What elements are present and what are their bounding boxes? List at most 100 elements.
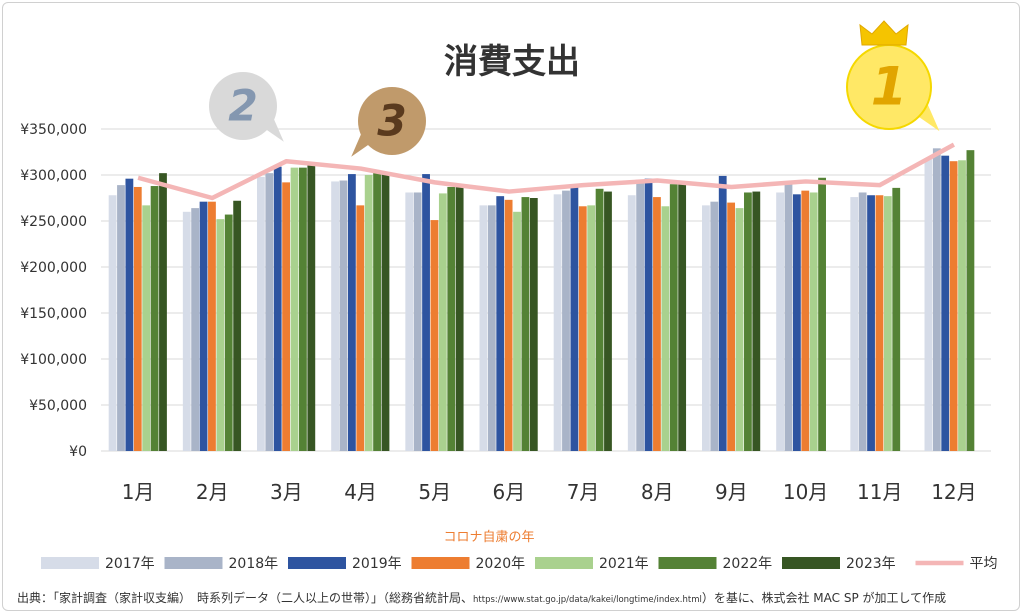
legend-label: 2021年 <box>599 556 649 572</box>
bar <box>867 195 875 451</box>
bar <box>636 181 645 451</box>
bar <box>290 167 299 451</box>
legend-item: 2023年 <box>782 556 896 572</box>
bar <box>587 205 596 451</box>
bar <box>653 197 661 451</box>
legend-item: 平均 <box>915 556 998 572</box>
bar <box>735 208 744 451</box>
bar <box>521 197 530 451</box>
bar <box>117 185 125 451</box>
y-tick-label: ¥0 <box>69 444 87 460</box>
x-tick-label: 3月 <box>270 480 303 504</box>
bar <box>447 186 456 451</box>
legend-swatch <box>164 557 223 569</box>
bar <box>883 196 892 451</box>
bar <box>265 173 274 451</box>
legend-item: 2020年 <box>411 556 526 572</box>
bar <box>553 194 562 451</box>
y-tick-label: ¥200,000 <box>20 260 87 276</box>
bar <box>307 163 316 452</box>
bar <box>455 186 464 451</box>
bar <box>809 192 818 452</box>
bar <box>513 211 521 451</box>
rank-badges: 1 2 3 <box>209 20 940 157</box>
rank-badge: 1 <box>846 20 940 132</box>
legend-label: 2023年 <box>846 556 896 572</box>
bar <box>182 211 191 451</box>
rank-badge: 3 <box>351 87 426 157</box>
bar <box>718 175 727 452</box>
source-note: 出典：「家計調査（家計収支編） 時系列データ（二人以上の世帯）」（総務省統計局、… <box>17 590 946 605</box>
x-tick-label: 1月 <box>122 480 155 504</box>
legend-item: 2018年 <box>164 556 278 572</box>
bar <box>282 182 291 452</box>
bar <box>504 199 513 451</box>
legend-swatch <box>535 557 593 569</box>
bar <box>644 178 653 451</box>
legend-item: 2017年 <box>41 556 155 572</box>
bar <box>331 181 339 451</box>
bar <box>949 161 958 451</box>
bar <box>125 178 134 451</box>
legend-swatch <box>658 557 717 569</box>
legend-label: 2017年 <box>105 556 155 572</box>
bar <box>257 176 265 451</box>
gridlines <box>101 128 991 452</box>
bar <box>191 208 200 451</box>
badge-number: 3 <box>377 97 407 146</box>
y-axis-ticks: ¥0 ¥50,000 ¥100,000 ¥150,000 ¥200,000 ¥250,00… <box>20 122 87 460</box>
average-series-line <box>137 142 955 201</box>
x-tick-label: 2月 <box>196 480 229 504</box>
bar <box>669 184 678 451</box>
badge-number: 1 <box>871 57 908 118</box>
bar <box>702 205 710 451</box>
bar <box>818 177 826 451</box>
average-line <box>137 142 955 201</box>
bar <box>413 192 422 452</box>
bar <box>801 190 810 451</box>
bar <box>627 195 636 451</box>
x-tick-label: 11月 <box>857 480 902 504</box>
bar <box>133 186 142 451</box>
bar <box>570 186 579 451</box>
bar <box>496 196 505 451</box>
bar <box>858 192 867 452</box>
y-tick-label: ¥300,000 <box>20 168 87 184</box>
bar <box>578 206 587 451</box>
legend-swatch <box>782 557 840 569</box>
source-text: 出典：「家計調査（家計収支編） 時系列データ（二人以上の世帯）」（総務省統計局、 <box>17 590 473 605</box>
legend-label: 平均 <box>970 556 998 572</box>
bar <box>364 175 373 451</box>
legend-label: 2022年 <box>723 556 773 572</box>
bar <box>678 182 687 452</box>
bar <box>487 205 496 451</box>
bar <box>347 174 356 451</box>
source-tail: ）を基に、株式会社 MAC SP が加工して作成 <box>702 590 946 605</box>
legend-label: 2019年 <box>352 556 402 572</box>
bar <box>661 206 670 451</box>
x-tick-label: 9月 <box>715 480 748 504</box>
legend-item: 2019年 <box>288 556 402 572</box>
badge-circle <box>358 87 426 155</box>
bar <box>966 150 975 451</box>
bar <box>208 201 216 451</box>
consumption-chart: 消費支出 ¥0 ¥50,000 ¥100,000 ¥150,000 ¥200,000 ¥2… <box>17 20 998 605</box>
bar <box>710 201 719 451</box>
legend-label: 2020年 <box>476 556 526 572</box>
bar <box>108 195 117 451</box>
legend-item: 2022年 <box>658 556 773 572</box>
bar <box>159 173 167 451</box>
bar <box>529 198 538 451</box>
badge-number: 2 <box>228 82 258 131</box>
bar <box>339 180 348 451</box>
bar <box>595 188 604 452</box>
bar <box>744 192 752 452</box>
bar <box>875 195 884 451</box>
bar <box>381 172 390 452</box>
chart-title: 消費支出 <box>444 42 580 82</box>
bar <box>752 191 761 451</box>
source-url: https://www.stat.go.jp/data/kakei/longti… <box>473 595 702 605</box>
x-axis-ticks: 1月 2月 3月 4月 5月 6月 7月 8月 9月 10月 11月 12月 <box>122 480 977 504</box>
bar <box>850 197 859 451</box>
